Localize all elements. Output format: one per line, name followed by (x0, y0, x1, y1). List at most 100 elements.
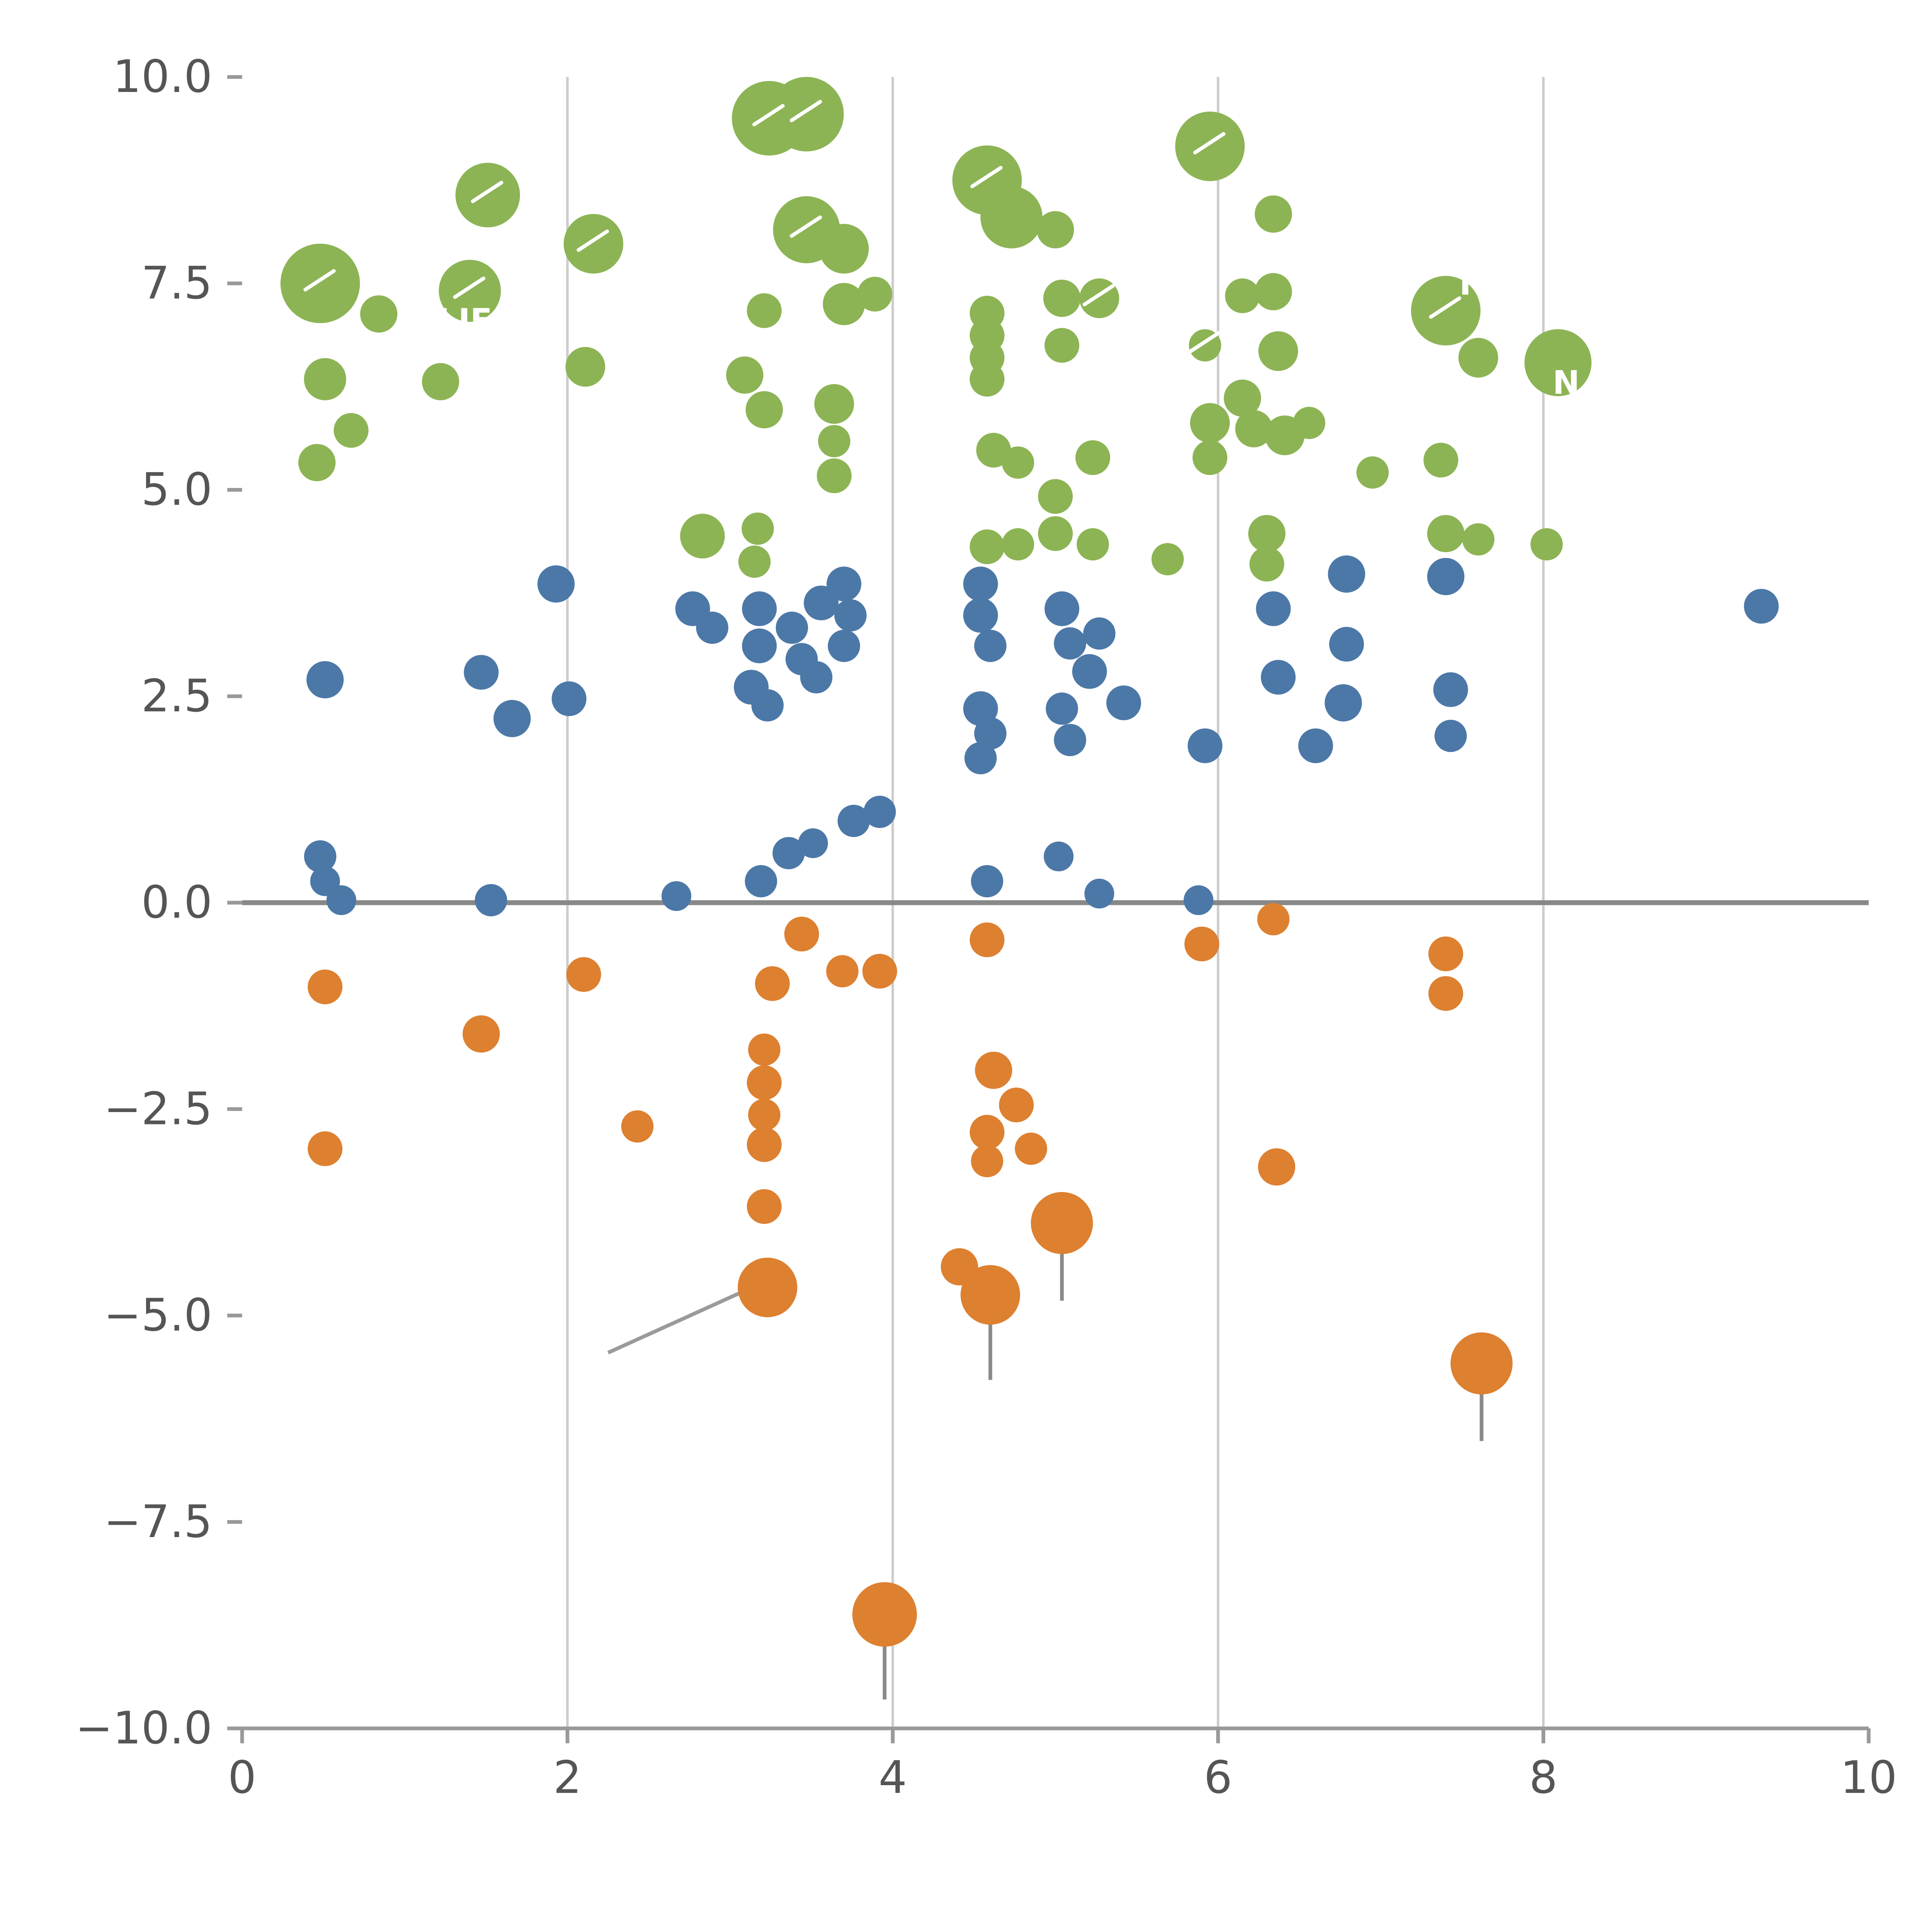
data-point-group-blue (1744, 588, 1779, 624)
data-point-group-green (742, 512, 774, 545)
x-tick-label: 4 (879, 1752, 907, 1804)
bubble-mark (303, 269, 336, 292)
y-tick-label: −2.5 (104, 1083, 213, 1135)
data-point-group-orange (862, 954, 897, 989)
data-point-group-blue (800, 661, 833, 694)
data-point-group-green (738, 545, 771, 578)
data-point-group-green (1002, 446, 1034, 479)
data-point-group-orange (852, 1582, 917, 1647)
data-point-group-blue (1106, 685, 1141, 720)
data-point-group-green (1077, 528, 1109, 561)
data-point-group-blue (837, 804, 870, 837)
bubble-mark (1193, 132, 1226, 155)
data-point-group-orange (1258, 1148, 1296, 1186)
bubble-mark (752, 104, 785, 126)
data-point-group-orange (755, 966, 790, 1001)
data-point-group-orange (1428, 936, 1463, 971)
bubble-mark (453, 276, 486, 299)
data-point-group-green (726, 356, 764, 394)
data-point-group-orange (1257, 903, 1290, 935)
data-point-group-green (298, 444, 336, 481)
data-point-group-blue (834, 599, 867, 632)
bubble-mark (789, 215, 822, 238)
y-tick-label: 10.0 (113, 51, 213, 103)
data-point-group-orange (463, 1015, 500, 1053)
data-point-group-green (1043, 279, 1081, 317)
data-point-group-orange (1015, 1133, 1047, 1165)
data-point-group-blue (863, 796, 896, 828)
y-tick-label: −5.0 (104, 1290, 213, 1342)
data-point-group-blue (1329, 627, 1364, 662)
data-point-group-green (1190, 403, 1230, 443)
data-point-group-orange (975, 1051, 1012, 1089)
data-point-group-green (1038, 516, 1073, 551)
data-point-group-blue (974, 629, 1007, 662)
data-point-group-green (1458, 338, 1498, 378)
data-point-group-blue (742, 591, 777, 626)
data-point-group-green (1175, 111, 1245, 181)
bubble-mark (970, 166, 1003, 189)
data-point-group-blue (1054, 627, 1087, 660)
data-point-group-green (969, 362, 1005, 397)
data-point-group-green (1356, 456, 1389, 489)
data-point-group-orange (738, 1257, 798, 1318)
x-tick-label: 2 (553, 1752, 582, 1804)
x-tick-label: 0 (228, 1752, 257, 1804)
data-point-group-green (1235, 410, 1273, 447)
data-point-group-orange (308, 1131, 343, 1166)
data-point-group-green (1255, 195, 1292, 233)
data-point-group-blue (804, 585, 839, 621)
data-point-group-green (814, 384, 854, 424)
data-point-group-blue (464, 655, 499, 690)
data-point-group-green (1002, 528, 1034, 561)
data-point-group-green (1524, 329, 1592, 396)
data-point-group-blue (751, 689, 784, 722)
data-point-group-green (1249, 547, 1284, 582)
data-point-group-green (280, 243, 360, 323)
x-tick-label: 8 (1529, 1752, 1558, 1804)
data-point-group-green (1151, 543, 1184, 575)
points-layer (280, 77, 1779, 1647)
data-point-group-blue (1072, 654, 1107, 689)
data-point-group-orange (748, 1033, 781, 1066)
data-point-group-green (1423, 442, 1459, 478)
data-point-group-blue (1328, 555, 1366, 593)
data-point-group-blue (1044, 841, 1074, 872)
data-point-group-blue (971, 865, 1003, 898)
data-point-group-green (818, 425, 850, 457)
data-point-group-blue (1084, 879, 1114, 909)
data-point-group-green (1075, 440, 1111, 475)
data-point-group-orange (999, 1087, 1034, 1122)
bubble-label: I (1459, 264, 1471, 302)
bubble-mark (471, 180, 503, 203)
data-point-group-blue (1083, 617, 1116, 650)
bubble-label: N (1553, 364, 1580, 401)
y-tick-label: 7.5 (141, 257, 213, 309)
data-point-group-blue (827, 566, 862, 602)
data-point-group-blue (745, 865, 777, 898)
data-point-group-green (745, 391, 783, 429)
data-point-group-blue (661, 881, 692, 911)
data-point-group-orange (826, 955, 859, 988)
data-point-group-blue (963, 566, 998, 602)
data-point-group-green (565, 347, 605, 387)
data-point-group-orange (747, 1189, 782, 1224)
data-point-group-green (857, 277, 893, 312)
data-point-group-green (1248, 515, 1286, 553)
bubble-mark (1429, 296, 1461, 319)
data-point-group-blue (1434, 719, 1467, 752)
data-point-group-blue (1184, 885, 1214, 915)
data-point-group-green (980, 186, 1043, 248)
data-point-group-blue (1256, 591, 1291, 626)
bubble-mark (1082, 284, 1115, 306)
x-tick-label: 6 (1204, 1752, 1233, 1804)
data-point-group-green (455, 163, 520, 228)
data-point-group-blue (326, 885, 356, 915)
data-point-group-green (563, 214, 623, 274)
y-tick-label: −10.0 (75, 1702, 212, 1754)
data-point-group-green (1037, 211, 1074, 248)
y-tick-label: 5.0 (141, 464, 213, 516)
data-point-group-green (680, 514, 725, 559)
data-point-group-green (333, 413, 369, 448)
